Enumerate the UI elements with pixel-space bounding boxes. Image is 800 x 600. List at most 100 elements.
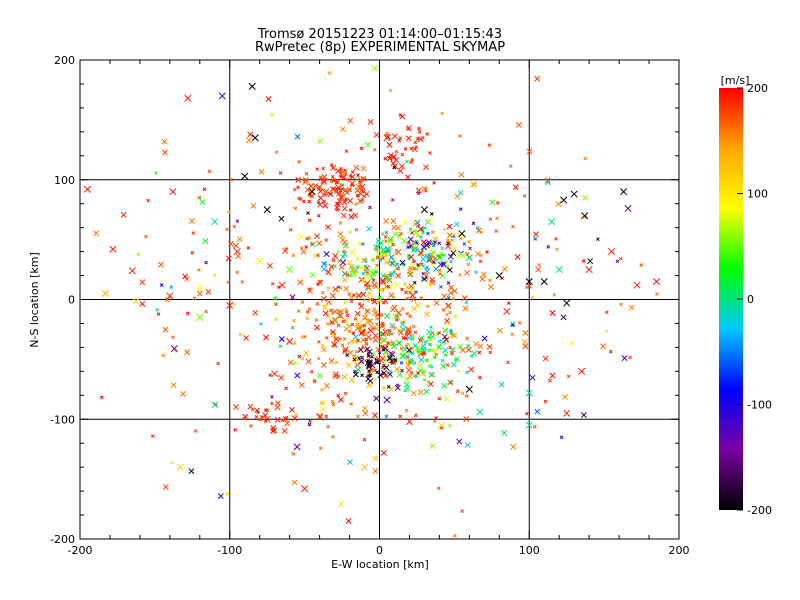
scatter-point [270,428,277,434]
scatter-point [402,219,409,226]
scatter-point [366,382,373,389]
scatter-point [379,331,383,336]
scatter-point-large [503,307,511,316]
scatter-point [360,277,367,284]
scatter-point [451,296,456,301]
scatter-point [372,412,378,419]
scatter-point [357,356,361,360]
scatter-point [381,338,386,342]
scatter-point [388,254,395,261]
scatter-point [396,340,403,346]
scatter-point [332,317,338,324]
scatter-point [273,317,278,322]
scatter-point [342,242,349,249]
scatter-point [183,276,190,283]
scatter-point [364,141,371,148]
scatter-point [619,302,623,307]
scatter-point [464,300,469,305]
scatter-point [322,310,329,317]
scatter-point [335,167,342,174]
scatter-point [437,396,442,401]
scatter-point [310,194,315,198]
scatter-point [380,279,387,286]
scatter-point [383,234,388,239]
y-tick-label: 100 [54,174,75,187]
scatter-point [510,323,515,328]
scatter-point [406,347,413,354]
scatter-point [424,311,431,318]
scatter-point [258,168,265,175]
scatter-point [324,414,329,419]
scatter-point [429,371,436,378]
scatter-point [334,179,341,186]
scatter-point [408,227,413,232]
scatter-point [488,350,493,355]
scatter-point [345,272,350,277]
scatter-point [188,468,195,475]
scatter-point [595,237,600,242]
scatter-point [316,240,323,247]
scatter-point [416,362,423,369]
scatter-point [297,354,302,359]
scatter-point [418,356,425,363]
scatter-point [304,245,309,249]
scatter-point [405,354,410,359]
scatter-point [457,343,464,350]
scatter-point [323,193,327,197]
scatter-point-large [371,64,379,72]
scatter-point [358,358,365,365]
scatter-point [439,272,446,279]
scatter-point [307,218,312,223]
scatter-point [422,378,427,382]
scatter-point [197,195,202,200]
colorbar-tick-label: -100 [747,399,772,412]
scatter-point [355,366,362,373]
scatter-point [277,285,281,289]
scatter-point [437,241,442,246]
scatter-point-large [196,313,204,322]
scatter-point [320,177,327,184]
scatter-point [566,374,571,379]
scatter-point [384,230,389,235]
scatter-point [600,343,607,350]
scatter-point [583,156,588,161]
scatter-point-large [548,218,556,226]
scatter-point [334,201,341,208]
scatter-point [406,330,412,337]
scatter-point-large [525,389,533,397]
scatter-point [450,250,457,256]
scatter-point [383,258,390,265]
x-tick-label: 100 [519,544,540,557]
scatter-point [373,395,380,402]
scatter-point [444,312,449,317]
scatter-point [479,276,486,282]
scatter-point [354,187,361,194]
scatter-point [429,443,436,450]
scatter-point [524,285,529,290]
scatter-point-large [271,370,279,378]
scatter-point [202,238,209,245]
scatter-point [359,265,364,270]
scatter-point [373,325,380,332]
scatter-point-large [383,134,391,142]
scatter-point [375,263,379,268]
scatter-point [204,260,208,265]
scatter-point [296,309,301,313]
scatter-point [291,479,298,486]
scatter-point [477,350,482,355]
scatter-point [437,268,442,273]
scatter-point [510,443,517,450]
scatter-point [477,375,482,380]
scatter-point [415,241,419,245]
scatter-point [366,361,373,368]
scatter-point [360,373,364,378]
scatter-point-large [251,134,259,142]
scatter-point-large [383,396,391,404]
scatter-point [161,149,168,156]
scatter-point [411,324,416,329]
scatter-point [441,293,448,300]
scatter-point [336,249,341,254]
scatter-point [373,309,379,316]
scatter-point [425,132,430,136]
scatter-point-large [624,204,632,213]
